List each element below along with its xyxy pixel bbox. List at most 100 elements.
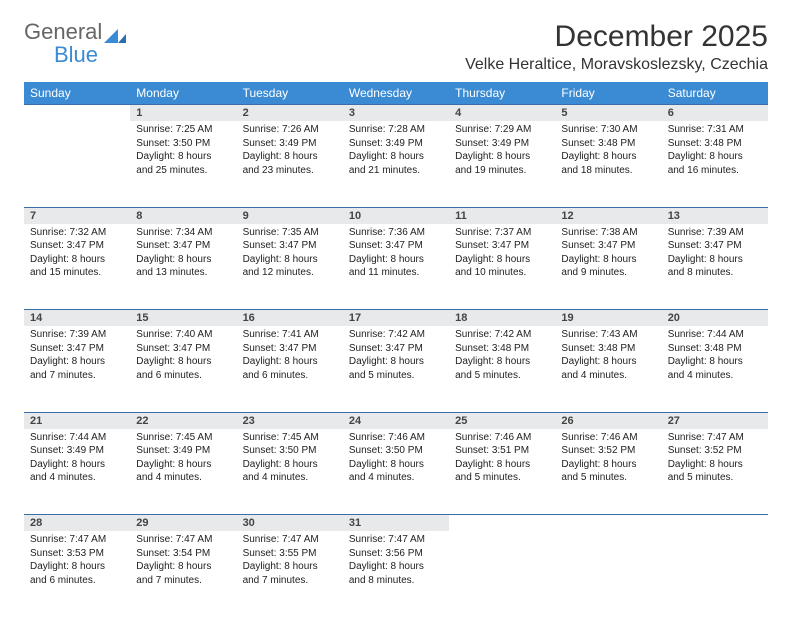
day-cell: Sunrise: 7:47 AMSunset: 3:54 PMDaylight:… (130, 531, 236, 617)
day-cell: Sunrise: 7:31 AMSunset: 3:48 PMDaylight:… (662, 121, 768, 207)
day-cell: Sunrise: 7:45 AMSunset: 3:50 PMDaylight:… (237, 429, 343, 515)
daylight-line: Daylight: 8 hours and 8 minutes. (349, 560, 443, 587)
sunset-line: Sunset: 3:47 PM (136, 342, 230, 356)
day-cell: Sunrise: 7:25 AMSunset: 3:50 PMDaylight:… (130, 121, 236, 207)
day-number: 24 (343, 412, 449, 429)
daylight-line: Daylight: 8 hours and 11 minutes. (349, 253, 443, 280)
sunset-line: Sunset: 3:47 PM (349, 239, 443, 253)
sunset-line: Sunset: 3:47 PM (349, 342, 443, 356)
day-number: 9 (237, 207, 343, 224)
sunset-line: Sunset: 3:50 PM (243, 444, 337, 458)
day-cell: Sunrise: 7:46 AMSunset: 3:52 PMDaylight:… (555, 429, 661, 515)
sunset-line: Sunset: 3:47 PM (30, 239, 124, 253)
daylight-line: Daylight: 8 hours and 5 minutes. (349, 355, 443, 382)
sunset-line: Sunset: 3:47 PM (668, 239, 762, 253)
sunrise-line: Sunrise: 7:29 AM (455, 123, 549, 137)
sunrise-line: Sunrise: 7:46 AM (455, 431, 549, 445)
sunrise-line: Sunrise: 7:46 AM (561, 431, 655, 445)
daylight-line: Daylight: 8 hours and 7 minutes. (243, 560, 337, 587)
day-number: 21 (24, 412, 130, 429)
day-number: 3 (343, 105, 449, 122)
sunrise-line: Sunrise: 7:39 AM (668, 226, 762, 240)
sunrise-line: Sunrise: 7:30 AM (561, 123, 655, 137)
daylight-line: Daylight: 8 hours and 8 minutes. (668, 253, 762, 280)
daylight-line: Daylight: 8 hours and 4 minutes. (561, 355, 655, 382)
sunrise-line: Sunrise: 7:31 AM (668, 123, 762, 137)
sunset-line: Sunset: 3:52 PM (561, 444, 655, 458)
day-number-row: 14151617181920 (24, 310, 768, 327)
sunrise-line: Sunrise: 7:47 AM (30, 533, 124, 547)
day-number: 25 (449, 412, 555, 429)
sunset-line: Sunset: 3:48 PM (668, 342, 762, 356)
day-number: 10 (343, 207, 449, 224)
sunrise-line: Sunrise: 7:43 AM (561, 328, 655, 342)
sunrise-line: Sunrise: 7:25 AM (136, 123, 230, 137)
day-cell: Sunrise: 7:35 AMSunset: 3:47 PMDaylight:… (237, 224, 343, 310)
daylight-line: Daylight: 8 hours and 4 minutes. (243, 458, 337, 485)
day-cell: Sunrise: 7:47 AMSunset: 3:53 PMDaylight:… (24, 531, 130, 617)
day-number: 26 (555, 412, 661, 429)
day-number: 13 (662, 207, 768, 224)
daylight-line: Daylight: 8 hours and 6 minutes. (136, 355, 230, 382)
daylight-line: Daylight: 8 hours and 6 minutes. (30, 560, 124, 587)
day-header-row: Sunday Monday Tuesday Wednesday Thursday… (24, 82, 768, 105)
day-number: 22 (130, 412, 236, 429)
daylight-line: Daylight: 8 hours and 10 minutes. (455, 253, 549, 280)
day-cell: Sunrise: 7:47 AMSunset: 3:56 PMDaylight:… (343, 531, 449, 617)
sunrise-line: Sunrise: 7:41 AM (243, 328, 337, 342)
day-number (449, 515, 555, 532)
daylight-line: Daylight: 8 hours and 15 minutes. (30, 253, 124, 280)
day-number: 23 (237, 412, 343, 429)
sunrise-line: Sunrise: 7:35 AM (243, 226, 337, 240)
daylight-line: Daylight: 8 hours and 4 minutes. (136, 458, 230, 485)
daylight-line: Daylight: 8 hours and 13 minutes. (136, 253, 230, 280)
daylight-line: Daylight: 8 hours and 4 minutes. (349, 458, 443, 485)
daylight-line: Daylight: 8 hours and 19 minutes. (455, 150, 549, 177)
sunrise-line: Sunrise: 7:32 AM (30, 226, 124, 240)
day-cell: Sunrise: 7:45 AMSunset: 3:49 PMDaylight:… (130, 429, 236, 515)
sunset-line: Sunset: 3:50 PM (136, 137, 230, 151)
day-cell: Sunrise: 7:43 AMSunset: 3:48 PMDaylight:… (555, 326, 661, 412)
day-number: 6 (662, 105, 768, 122)
day-number-row: 123456 (24, 105, 768, 122)
day-cell: Sunrise: 7:37 AMSunset: 3:47 PMDaylight:… (449, 224, 555, 310)
day-content-row: Sunrise: 7:32 AMSunset: 3:47 PMDaylight:… (24, 224, 768, 310)
sunrise-line: Sunrise: 7:42 AM (455, 328, 549, 342)
day-cell: Sunrise: 7:29 AMSunset: 3:49 PMDaylight:… (449, 121, 555, 207)
daylight-line: Daylight: 8 hours and 12 minutes. (243, 253, 337, 280)
daylight-line: Daylight: 8 hours and 5 minutes. (668, 458, 762, 485)
sunset-line: Sunset: 3:49 PM (136, 444, 230, 458)
sunrise-line: Sunrise: 7:40 AM (136, 328, 230, 342)
day-number: 11 (449, 207, 555, 224)
month-title: December 2025 (465, 20, 768, 54)
daylight-line: Daylight: 8 hours and 7 minutes. (136, 560, 230, 587)
day-cell: Sunrise: 7:46 AMSunset: 3:51 PMDaylight:… (449, 429, 555, 515)
day-cell: Sunrise: 7:32 AMSunset: 3:47 PMDaylight:… (24, 224, 130, 310)
daylight-line: Daylight: 8 hours and 5 minutes. (455, 458, 549, 485)
daylight-line: Daylight: 8 hours and 4 minutes. (30, 458, 124, 485)
day-cell: Sunrise: 7:26 AMSunset: 3:49 PMDaylight:… (237, 121, 343, 207)
sunset-line: Sunset: 3:47 PM (561, 239, 655, 253)
day-number: 12 (555, 207, 661, 224)
sunrise-line: Sunrise: 7:34 AM (136, 226, 230, 240)
sunset-line: Sunset: 3:47 PM (243, 342, 337, 356)
sunset-line: Sunset: 3:52 PM (668, 444, 762, 458)
sunrise-line: Sunrise: 7:28 AM (349, 123, 443, 137)
day-number: 4 (449, 105, 555, 122)
day-number: 31 (343, 515, 449, 532)
daylight-line: Daylight: 8 hours and 4 minutes. (668, 355, 762, 382)
day-content-row: Sunrise: 7:44 AMSunset: 3:49 PMDaylight:… (24, 429, 768, 515)
day-number (24, 105, 130, 122)
sunset-line: Sunset: 3:49 PM (349, 137, 443, 151)
daylight-line: Daylight: 8 hours and 16 minutes. (668, 150, 762, 177)
day-content-row: Sunrise: 7:39 AMSunset: 3:47 PMDaylight:… (24, 326, 768, 412)
day-number: 27 (662, 412, 768, 429)
day-number: 5 (555, 105, 661, 122)
day-cell: Sunrise: 7:28 AMSunset: 3:49 PMDaylight:… (343, 121, 449, 207)
day-cell: Sunrise: 7:38 AMSunset: 3:47 PMDaylight:… (555, 224, 661, 310)
day-header: Saturday (662, 82, 768, 105)
sunrise-line: Sunrise: 7:47 AM (136, 533, 230, 547)
logo-text-general: General (24, 19, 102, 44)
sunset-line: Sunset: 3:54 PM (136, 547, 230, 561)
logo-icon (104, 24, 126, 47)
